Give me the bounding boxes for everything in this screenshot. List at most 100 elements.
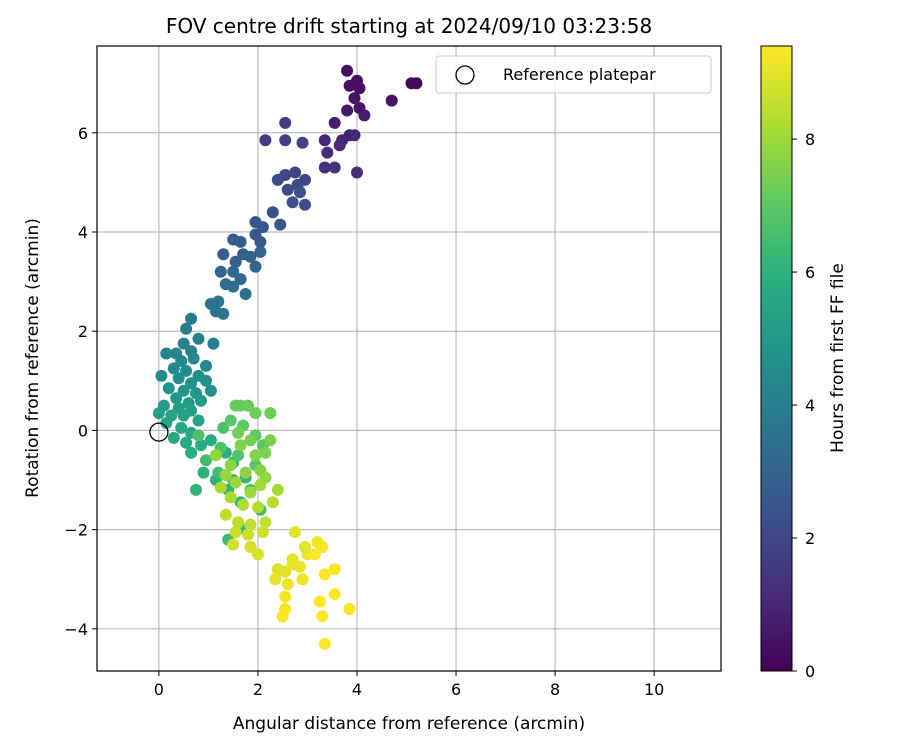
data-point [152,407,165,420]
data-point [286,558,299,571]
chart-title: FOV centre drift starting at 2024/09/10 … [166,14,652,38]
data-point [266,206,279,219]
data-point [328,161,341,174]
data-point [214,265,227,278]
data-point [299,541,311,553]
data-point [185,446,198,459]
plot-frame [96,45,722,672]
data-point [177,384,190,397]
reference-platepar-marker [149,422,169,442]
data-point [244,250,257,263]
data-point [249,449,262,462]
y-tick-label: −4 [64,620,88,639]
data-point [185,377,198,390]
x-tick-label: 8 [550,680,560,699]
data-point [316,610,329,623]
data-point [269,573,282,586]
data-point [343,603,356,615]
data-point [200,454,212,467]
data-point [279,116,292,129]
data-point [286,196,299,209]
colorbar-label: Hours from first FF file [828,263,848,453]
data-point [207,337,220,350]
x-tick-label: 6 [451,680,461,699]
colorbar-tick-label: 8 [805,130,815,149]
data-point [209,449,222,462]
data-point [229,476,242,489]
data-point [294,186,306,199]
data-point [227,538,240,551]
data-point [328,588,341,601]
data-point [175,421,188,434]
colorbar [760,45,793,672]
data-point [224,414,237,427]
data-point [195,439,207,452]
data-point [259,446,272,459]
data-point [249,407,262,420]
data-point [259,134,272,147]
data-point [254,245,267,258]
data-point [266,496,279,509]
data-point [281,578,294,591]
data-point [318,134,331,147]
data-point [212,295,225,308]
data-point [244,486,257,499]
data-point [192,332,205,345]
data-point [185,312,198,325]
data-point [276,610,289,623]
data-point [232,516,245,529]
data-point [256,221,269,234]
data-point [242,528,254,541]
data-point [239,288,252,300]
y-tick-label: 0 [78,421,88,440]
data-point [217,307,230,320]
data-point [227,280,240,293]
data-point [244,434,257,447]
x-tick-label: 4 [352,680,362,699]
data-point [279,590,292,603]
y-tick-label: 4 [78,223,88,242]
y-tick-label: −2 [64,521,88,540]
data-point [289,166,302,179]
data-point [274,218,287,231]
data-point [343,79,356,92]
data-point [192,429,205,442]
data-point [254,479,267,491]
y-axis-label: Rotation from reference (arcmin) [23,218,43,498]
colorbar-ticks: 0 2 4 6 8 [792,130,815,681]
data-point [252,548,264,561]
data-point [160,417,173,429]
data-point [281,183,294,196]
data-point [197,466,210,479]
data-point [289,526,302,539]
data-point [299,198,311,211]
data-point [204,384,217,397]
data-point [348,129,361,142]
x-tick-label: 10 [644,680,664,699]
data-point [405,77,418,90]
data-point [321,146,334,159]
data-point [318,161,331,174]
data-point [187,352,200,365]
data-point [180,322,193,335]
y-tick-label: 6 [78,124,88,143]
data-point [232,449,245,462]
data-point [318,568,331,581]
data-point [249,260,262,273]
data-point [244,518,257,531]
data-point [264,407,277,420]
data-point [234,273,247,286]
data-point [385,94,398,107]
data-point [318,637,331,650]
data-point [341,64,354,77]
data-point [155,369,168,382]
legend-reference-marker [455,65,475,85]
colorbar-tick-label: 4 [805,396,815,415]
data-point [252,501,264,514]
data-point [204,434,217,447]
data-point [351,166,363,179]
data-point [328,116,341,129]
data-point [219,508,232,521]
data-point [200,374,212,387]
colorbar-tick-label: 2 [805,529,815,548]
